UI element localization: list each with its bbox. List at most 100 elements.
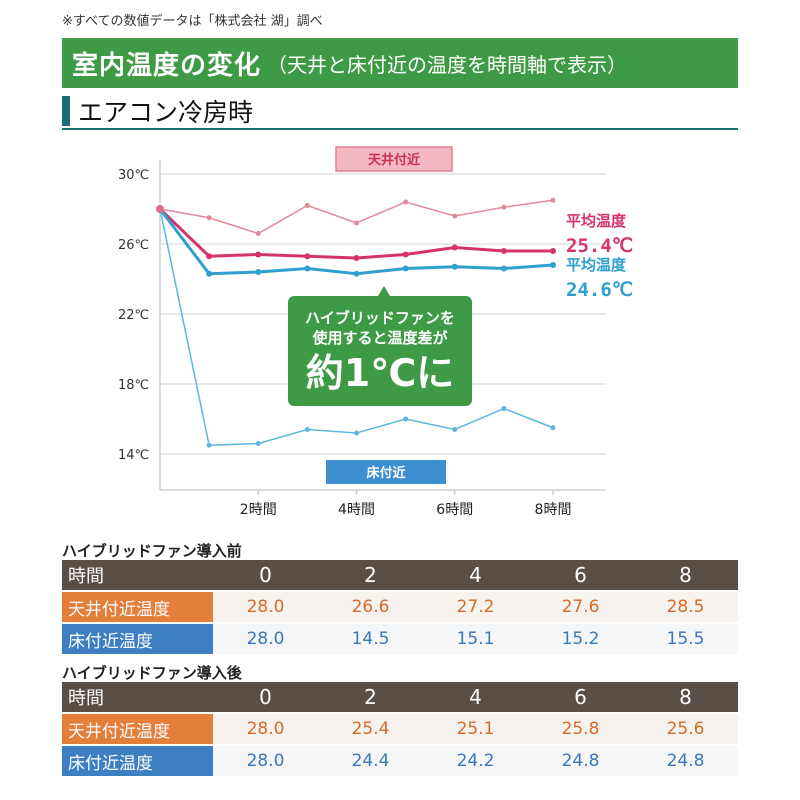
y-tick-label: 30℃ xyxy=(118,168,149,183)
section-title: エアコン冷房時 xyxy=(78,98,254,127)
data-point xyxy=(255,231,261,236)
series-line xyxy=(158,208,554,276)
y-tick-label: 22℃ xyxy=(118,308,149,323)
data-point xyxy=(550,425,556,431)
callout-line-3: 約1℃に xyxy=(305,351,455,395)
table-row-floor: 床付近温度 28.0 24.4 24.2 24.8 24.8 xyxy=(62,745,738,778)
floor-value: 15.2 xyxy=(528,623,633,656)
callout-line-1: ハイブリッドファンを xyxy=(305,309,455,327)
data-point xyxy=(353,270,360,277)
ceiling-legend-label: 天井付近 xyxy=(368,152,420,168)
table-row-ceiling: 天井付近温度 28.0 26.6 27.2 27.6 28.5 xyxy=(62,591,738,624)
table-before-title: ハイブリッドファン導入前 xyxy=(62,542,242,560)
average-label: 平均温度 xyxy=(566,256,627,274)
floor-label: 床付近温度 xyxy=(62,623,213,656)
ceiling-value: 25.8 xyxy=(528,713,633,746)
data-point xyxy=(255,441,261,446)
data-point xyxy=(255,269,262,275)
callout-pointer xyxy=(378,286,390,296)
hours-label: 時間 xyxy=(62,560,213,592)
ceiling-value: 28.0 xyxy=(213,713,318,746)
data-point xyxy=(206,215,212,221)
data-point xyxy=(354,430,359,436)
ceiling-value: 25.1 xyxy=(423,713,528,746)
floor-value: 28.0 xyxy=(213,623,318,656)
callout-line-2: 使用すると温度差が xyxy=(312,329,448,347)
floor-value: 24.8 xyxy=(528,745,633,778)
floor-value: 15.1 xyxy=(423,623,528,656)
data-point xyxy=(550,197,556,203)
hour-cell: 2 xyxy=(318,560,423,592)
data-point xyxy=(550,262,556,268)
table-row-hours: 時間 0 2 4 6 8 xyxy=(62,560,738,592)
hour-cell: 8 xyxy=(633,560,738,592)
data-point xyxy=(403,199,409,205)
table-row-ceiling: 天井付近温度 28.0 25.4 25.1 25.8 25.6 xyxy=(62,713,738,746)
hour-cell: 6 xyxy=(528,560,633,592)
hour-cell: 8 xyxy=(633,682,738,714)
table-after-title: ハイブリッドファン導入後 xyxy=(62,664,242,682)
data-point xyxy=(304,265,311,272)
table-row-floor: 床付近温度 28.0 14.5 15.1 15.2 15.5 xyxy=(62,623,738,656)
start-point xyxy=(156,205,164,213)
data-point xyxy=(353,255,360,261)
data-point xyxy=(402,251,409,258)
sub-title: （天井と床付近の温度を時間軸で表示） xyxy=(267,52,628,77)
floor-value: 24.4 xyxy=(318,745,423,778)
hours-label: 時間 xyxy=(62,682,213,714)
data-point xyxy=(403,416,409,422)
series-line xyxy=(159,199,554,235)
title-banner: 室内温度の変化 （天井と床付近の温度を時間軸で表示） xyxy=(62,38,738,88)
x-tick-label: 8時間 xyxy=(535,502,572,518)
x-tick-label: 6時間 xyxy=(436,502,473,518)
data-point xyxy=(304,203,310,208)
floor-legend-label: 床付近 xyxy=(366,465,405,481)
data-point xyxy=(451,263,458,270)
data-point xyxy=(304,427,310,432)
data-point xyxy=(501,406,507,411)
data-source-note: ※すべての数値データは「株式会社 湖」調べ xyxy=(62,14,323,29)
ceiling-value: 27.2 xyxy=(423,591,528,624)
data-point xyxy=(402,265,409,272)
data-point xyxy=(354,220,359,226)
floor-value: 24.8 xyxy=(633,745,738,778)
x-tick-label: 4時間 xyxy=(338,502,375,518)
data-point xyxy=(206,270,213,277)
hour-cell: 2 xyxy=(318,682,423,714)
hour-cell: 0 xyxy=(213,560,318,592)
ceiling-legend-box xyxy=(335,146,453,172)
data-point xyxy=(500,248,507,254)
floor-value: 14.5 xyxy=(318,623,423,656)
table-after: 時間 0 2 4 6 8 天井付近温度 28.0 25.4 25.1 25.8 … xyxy=(62,682,738,778)
ceiling-value: 26.6 xyxy=(318,591,423,624)
ceiling-value: 28.0 xyxy=(213,591,318,624)
x-tick-label: 2時間 xyxy=(240,502,277,518)
data-point xyxy=(452,213,458,219)
ceiling-value: 27.6 xyxy=(528,591,633,624)
y-tick-label: 14℃ xyxy=(118,448,149,463)
average-value: 24.6℃ xyxy=(566,279,633,301)
data-point xyxy=(304,253,311,260)
table-row-hours: 時間 0 2 4 6 8 xyxy=(62,682,738,714)
floor-value: 28.0 xyxy=(213,745,318,778)
y-tick-label: 26℃ xyxy=(118,238,149,253)
data-point xyxy=(550,248,556,254)
table-before: 時間 0 2 4 6 8 天井付近温度 28.0 26.6 27.2 27.6 … xyxy=(62,560,738,656)
data-point xyxy=(206,442,212,448)
series-line xyxy=(158,207,553,260)
floor-value: 24.2 xyxy=(423,745,528,778)
data-point xyxy=(451,244,458,251)
data-point xyxy=(500,265,507,272)
data-point xyxy=(206,253,213,260)
ceiling-value: 25.4 xyxy=(318,713,423,746)
hour-cell: 4 xyxy=(423,682,528,714)
data-point xyxy=(452,427,458,432)
hour-cell: 4 xyxy=(423,560,528,592)
ceiling-label: 天井付近温度 xyxy=(62,713,213,746)
data-point xyxy=(501,204,507,210)
ceiling-value: 25.6 xyxy=(633,713,738,746)
main-title: 室内温度の変化 xyxy=(72,50,262,81)
data-point xyxy=(255,251,262,258)
callout-box: ハイブリッドファンを 使用すると温度差が 約1℃に xyxy=(288,296,472,406)
